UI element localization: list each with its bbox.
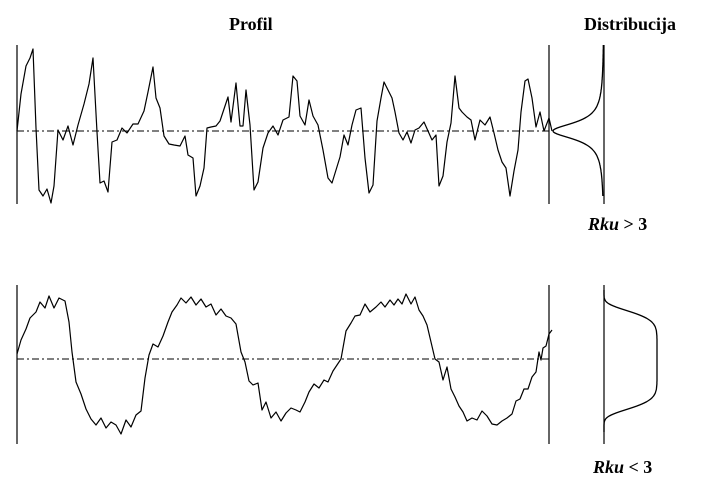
top-profile-curve [16,48,553,204]
top-distribution-panel [552,45,605,204]
top-distribution-curve [552,45,604,196]
top-profile-panel [16,45,553,204]
profile-column-title: Profil [229,14,273,34]
rku-top-relation: > 3 [619,214,648,234]
bottom-profile-panel [16,285,553,444]
bottom-distribution-curve [603,290,658,432]
rku-bottom-label: Rku < 3 [593,457,652,478]
rku-top-symbol: Rku [588,214,620,234]
rku-bottom-relation: < 3 [624,457,653,477]
bottom-profile-curve [16,293,553,435]
rku-bottom-symbol: Rku [593,457,625,477]
bottom-distribution-panel [603,285,658,444]
distribution-column-title: Distribucija [584,14,676,34]
rku-top-label: Rku > 3 [588,214,647,235]
